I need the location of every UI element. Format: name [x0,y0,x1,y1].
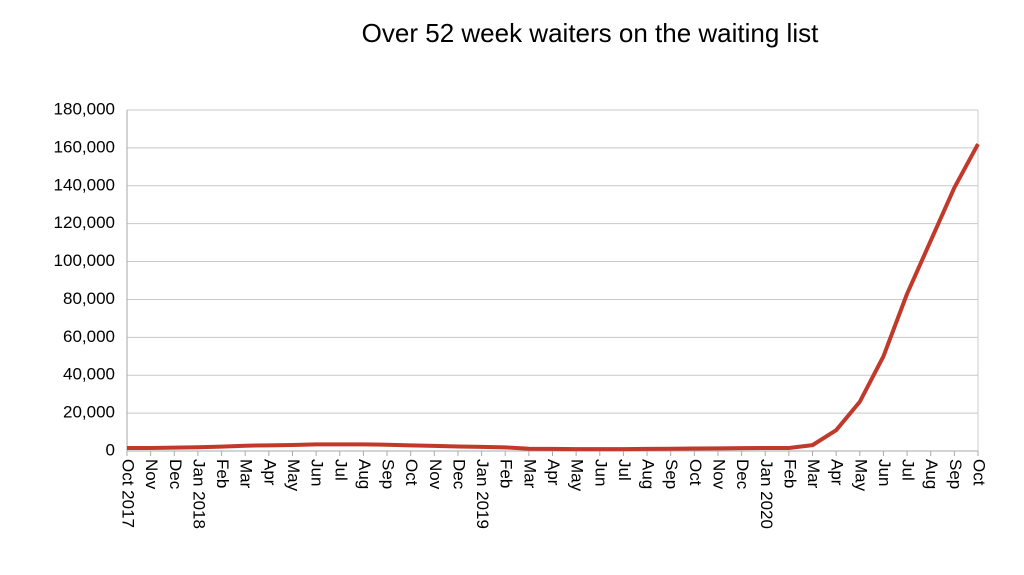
data-line [127,143,980,452]
x-tick-label: Aug [355,459,374,489]
x-tick-label: Aug [639,459,658,489]
x-tick-label: Sep [946,459,965,489]
x-tick-label: Sep [662,459,681,489]
x-tick-label: Oct [402,459,421,486]
y-tick-label: 0 [106,440,115,459]
x-tick-label: Feb [780,459,799,488]
x-tick-label: Oct [686,459,705,486]
x-tick-label: Dec [733,459,752,490]
y-tick-label: 180,000 [54,99,115,118]
y-tick-label: 40,000 [63,365,115,384]
x-tick-label: Jan 2018 [189,459,208,529]
y-tick-label: 80,000 [63,289,115,308]
x-tick-label: Sep [379,459,398,489]
x-tick-label: Nov [426,459,445,490]
x-tick-label: Dec [449,459,468,490]
x-tick-label: Jul [615,459,634,481]
y-tick-label: 140,000 [54,175,115,194]
x-tick-label: Mar [804,459,823,489]
x-tick-label: Oct [970,459,989,486]
x-tick-label: Jan 2020 [757,459,776,529]
x-tick-label: Apr [544,459,563,486]
x-tick-label: Aug [922,459,941,489]
y-tick-label: 120,000 [54,213,115,232]
x-tick-label: Oct 2017 [119,459,138,528]
x-tick-label: Mar [237,459,256,489]
x-tick-label: Jul [899,459,918,481]
y-tick-label: 100,000 [54,251,115,270]
x-tick-label: May [284,459,303,492]
x-tick-label: Jun [591,459,610,486]
x-tick-label: Apr [260,459,279,486]
x-tick-label: Feb [497,459,516,488]
x-tick-label: Jul [331,459,350,481]
x-tick-label: Dec [166,459,185,490]
y-tick-label: 160,000 [54,137,115,156]
x-tick-label: Mar [520,459,539,489]
x-tick-label: May [851,459,870,492]
x-tick-label: May [568,459,587,492]
x-tick-label: Feb [213,459,232,488]
y-tick-label: 60,000 [63,327,115,346]
x-tick-label: Nov [709,459,728,490]
y-tick-label: 20,000 [63,403,115,422]
x-tick-label: Nov [142,459,161,490]
x-tick-label: Jun [875,459,894,486]
chart-title: Over 52 week waiters on the waiting list [362,18,819,48]
x-tick-label: Apr [828,459,847,486]
x-tick-label: Jan 2019 [473,459,492,529]
x-tick-label: Jun [308,459,327,486]
